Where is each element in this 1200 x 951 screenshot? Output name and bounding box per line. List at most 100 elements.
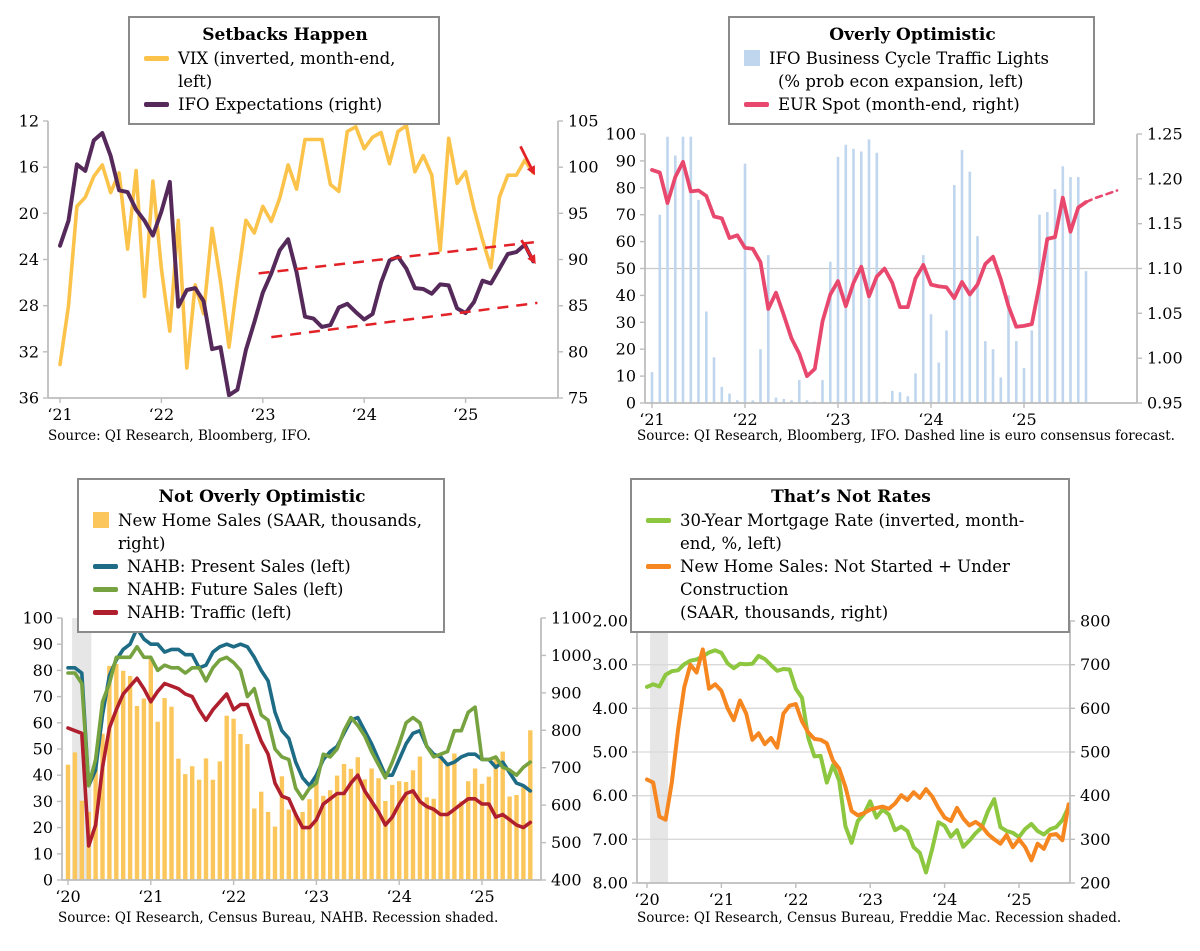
legend-item: New Home Sales (SAAR, thousands, right) <box>91 509 433 555</box>
axis-tick-label: 90 <box>616 151 636 170</box>
axis-tick-label: 80 <box>33 661 53 680</box>
axis-tick-label: 300 <box>1080 830 1111 849</box>
ifo-traffic-lights-bars <box>650 136 1088 404</box>
vix-line <box>58 123 535 370</box>
legend-item-label: New Home Sales (SAAR, thousands, right) <box>118 511 422 553</box>
line-swatch-icon <box>144 102 169 107</box>
axis-tick-label: 20 <box>616 340 636 359</box>
line-swatch-icon <box>744 102 769 107</box>
axis-tick-label: 600 <box>1080 699 1111 718</box>
axis-tick-label: 10 <box>33 844 53 863</box>
axis-tick-label: 70 <box>616 205 636 224</box>
new-home-sales-bars <box>65 658 533 880</box>
axis-tick-label: 36 <box>19 389 39 408</box>
line-swatch-icon <box>93 610 118 615</box>
axis-tick-label: 800 <box>1080 612 1111 631</box>
axis-tick-label: ‘20 <box>634 890 659 909</box>
axis-tick-label: ‘25 <box>1011 410 1036 429</box>
eur-consensus-forecast-dashed-line <box>1084 189 1119 204</box>
not-started-under-construction-line <box>645 647 1071 863</box>
legend-item-label: NAHB: Present Sales (left) <box>127 557 351 576</box>
axis-tick-label: 28 <box>19 296 39 315</box>
chart-title: Overly Optimistic <box>829 25 996 45</box>
eur-spot-line <box>650 159 1088 378</box>
axis-tick-label: 7.00 <box>592 830 628 849</box>
axis-tick-label: ‘25 <box>453 405 478 424</box>
axis-tick-label: ‘23 <box>857 890 882 909</box>
legend-item-label: 30-Year Mortgage Rate (inverted, month-e… <box>680 511 1025 553</box>
axis-tick-label: 0 <box>626 394 636 413</box>
axis-tick-label: 3.00 <box>592 655 628 674</box>
legend-item: NAHB: Traffic (left) <box>91 601 433 624</box>
axis-tick-label: 4.00 <box>592 699 628 718</box>
axis-tick-label: 1.10 <box>1147 259 1183 278</box>
axis-tick-label: 600 <box>551 796 582 815</box>
legend-item-label: IFO Expectations (right) <box>178 95 383 114</box>
axis-tick-label: 900 <box>551 683 582 702</box>
chart-title: That’s Not Rates <box>771 487 931 507</box>
axis-tick-label: 100 <box>22 609 53 628</box>
axis-tick-label: ‘22 <box>732 410 757 429</box>
axis-tick-label: ‘24 <box>351 405 376 424</box>
axis-tick-label: 500 <box>551 833 582 852</box>
source-note: Source: QI Research, Bloomberg, IFO. <box>48 428 311 444</box>
axis-tick-label: 60 <box>33 713 53 732</box>
axis-tick-label: ‘21 <box>138 887 163 906</box>
axis-tick-label: ‘25 <box>1006 890 1031 909</box>
legend-item-label: EUR Spot (month-end, right) <box>778 95 1020 114</box>
trend-channel-lower <box>271 301 538 339</box>
axis-tick-label: 95 <box>568 204 588 223</box>
y-axis-right-ticks: 800 700 600 500 400 300 200 <box>1070 612 1111 893</box>
legend-item-label-continued: (% prob econ expansion, left) <box>778 72 1024 91</box>
axis-tick-label: 50 <box>616 259 636 278</box>
bar-swatch-icon <box>93 512 109 528</box>
axis-tick-label: 10 <box>616 367 636 386</box>
axis-tick-label: 400 <box>1080 786 1111 805</box>
chart-not-overly-optimistic: 1009080706050403020100110010009008007006… <box>22 609 591 907</box>
nahb-traffic-line <box>66 676 533 848</box>
axis-tick-label: 40 <box>616 286 636 305</box>
axis-tick-label: 1.00 <box>1147 349 1183 368</box>
axis-tick-label: 105 <box>568 112 599 131</box>
axis-tick-label: ‘24 <box>386 887 411 906</box>
legend-item-label-continued: (SAAR, thousands, right) <box>680 603 889 622</box>
mortgage-rate-line <box>645 648 1071 875</box>
axis-tick-label: ‘24 <box>932 890 957 909</box>
axis-tick-label: 80 <box>568 342 588 361</box>
source-note: Source: QI Research, Census Bureau, Fred… <box>637 910 1122 926</box>
axis-tick-label: 32 <box>19 342 39 361</box>
axis-tick-label: 0.95 <box>1147 394 1183 413</box>
x-axis-ticks: ‘20 ‘21 ‘22 ‘23 ‘24 ‘25 <box>55 880 495 906</box>
axis-tick-label: 100 <box>605 125 636 144</box>
axis-tick-label: 1.20 <box>1147 169 1183 188</box>
axis-tick-label: 1.05 <box>1147 304 1183 323</box>
axis-tick-label: 75 <box>568 389 588 408</box>
vix-down-arrow <box>519 145 535 176</box>
axis-tick-label: ‘23 <box>304 887 329 906</box>
y-axis-right-ticks: 105 100 95 90 85 80 75 <box>558 112 599 408</box>
line-swatch-icon <box>93 587 118 592</box>
line-swatch-icon <box>646 564 671 569</box>
legend-item-label: NAHB: Future Sales (left) <box>127 580 344 599</box>
axis-tick-label: 60 <box>616 232 636 251</box>
axis-tick-label: 1.25 <box>1147 125 1183 144</box>
axis-tick-label: 50 <box>33 740 53 759</box>
axis-tick-label: 800 <box>551 721 582 740</box>
axis-tick-label: ‘22 <box>783 890 808 909</box>
axis-tick-label: 400 <box>551 871 582 890</box>
legend-not-overly-optimistic: Not Overly Optimistic New Home Sales (SA… <box>77 478 445 633</box>
axis-tick-label: 90 <box>33 635 53 654</box>
line-swatch-icon <box>646 518 671 523</box>
legend-item-label: VIX (inverted, month-end, left) <box>178 49 396 91</box>
legend-item: EUR Spot (month-end, right) <box>742 93 1083 116</box>
axis-tick-label: 2.00 <box>592 612 628 631</box>
axis-tick-label: 20 <box>19 204 39 223</box>
axis-tick-label: 6.00 <box>592 786 628 805</box>
y-axis-right-ticks: 1.25 1.20 1.15 1.10 1.05 1.00 0.95 <box>1137 125 1183 413</box>
chart-overly-optimistic: 10090807060504030201001.251.201.151.101.… <box>605 125 1182 430</box>
axis-tick-label: 5.00 <box>592 743 628 762</box>
y-axis-left-ticks: 12 16 20 24 28 32 36 <box>19 112 48 408</box>
axis-tick-label: 90 <box>568 250 588 269</box>
